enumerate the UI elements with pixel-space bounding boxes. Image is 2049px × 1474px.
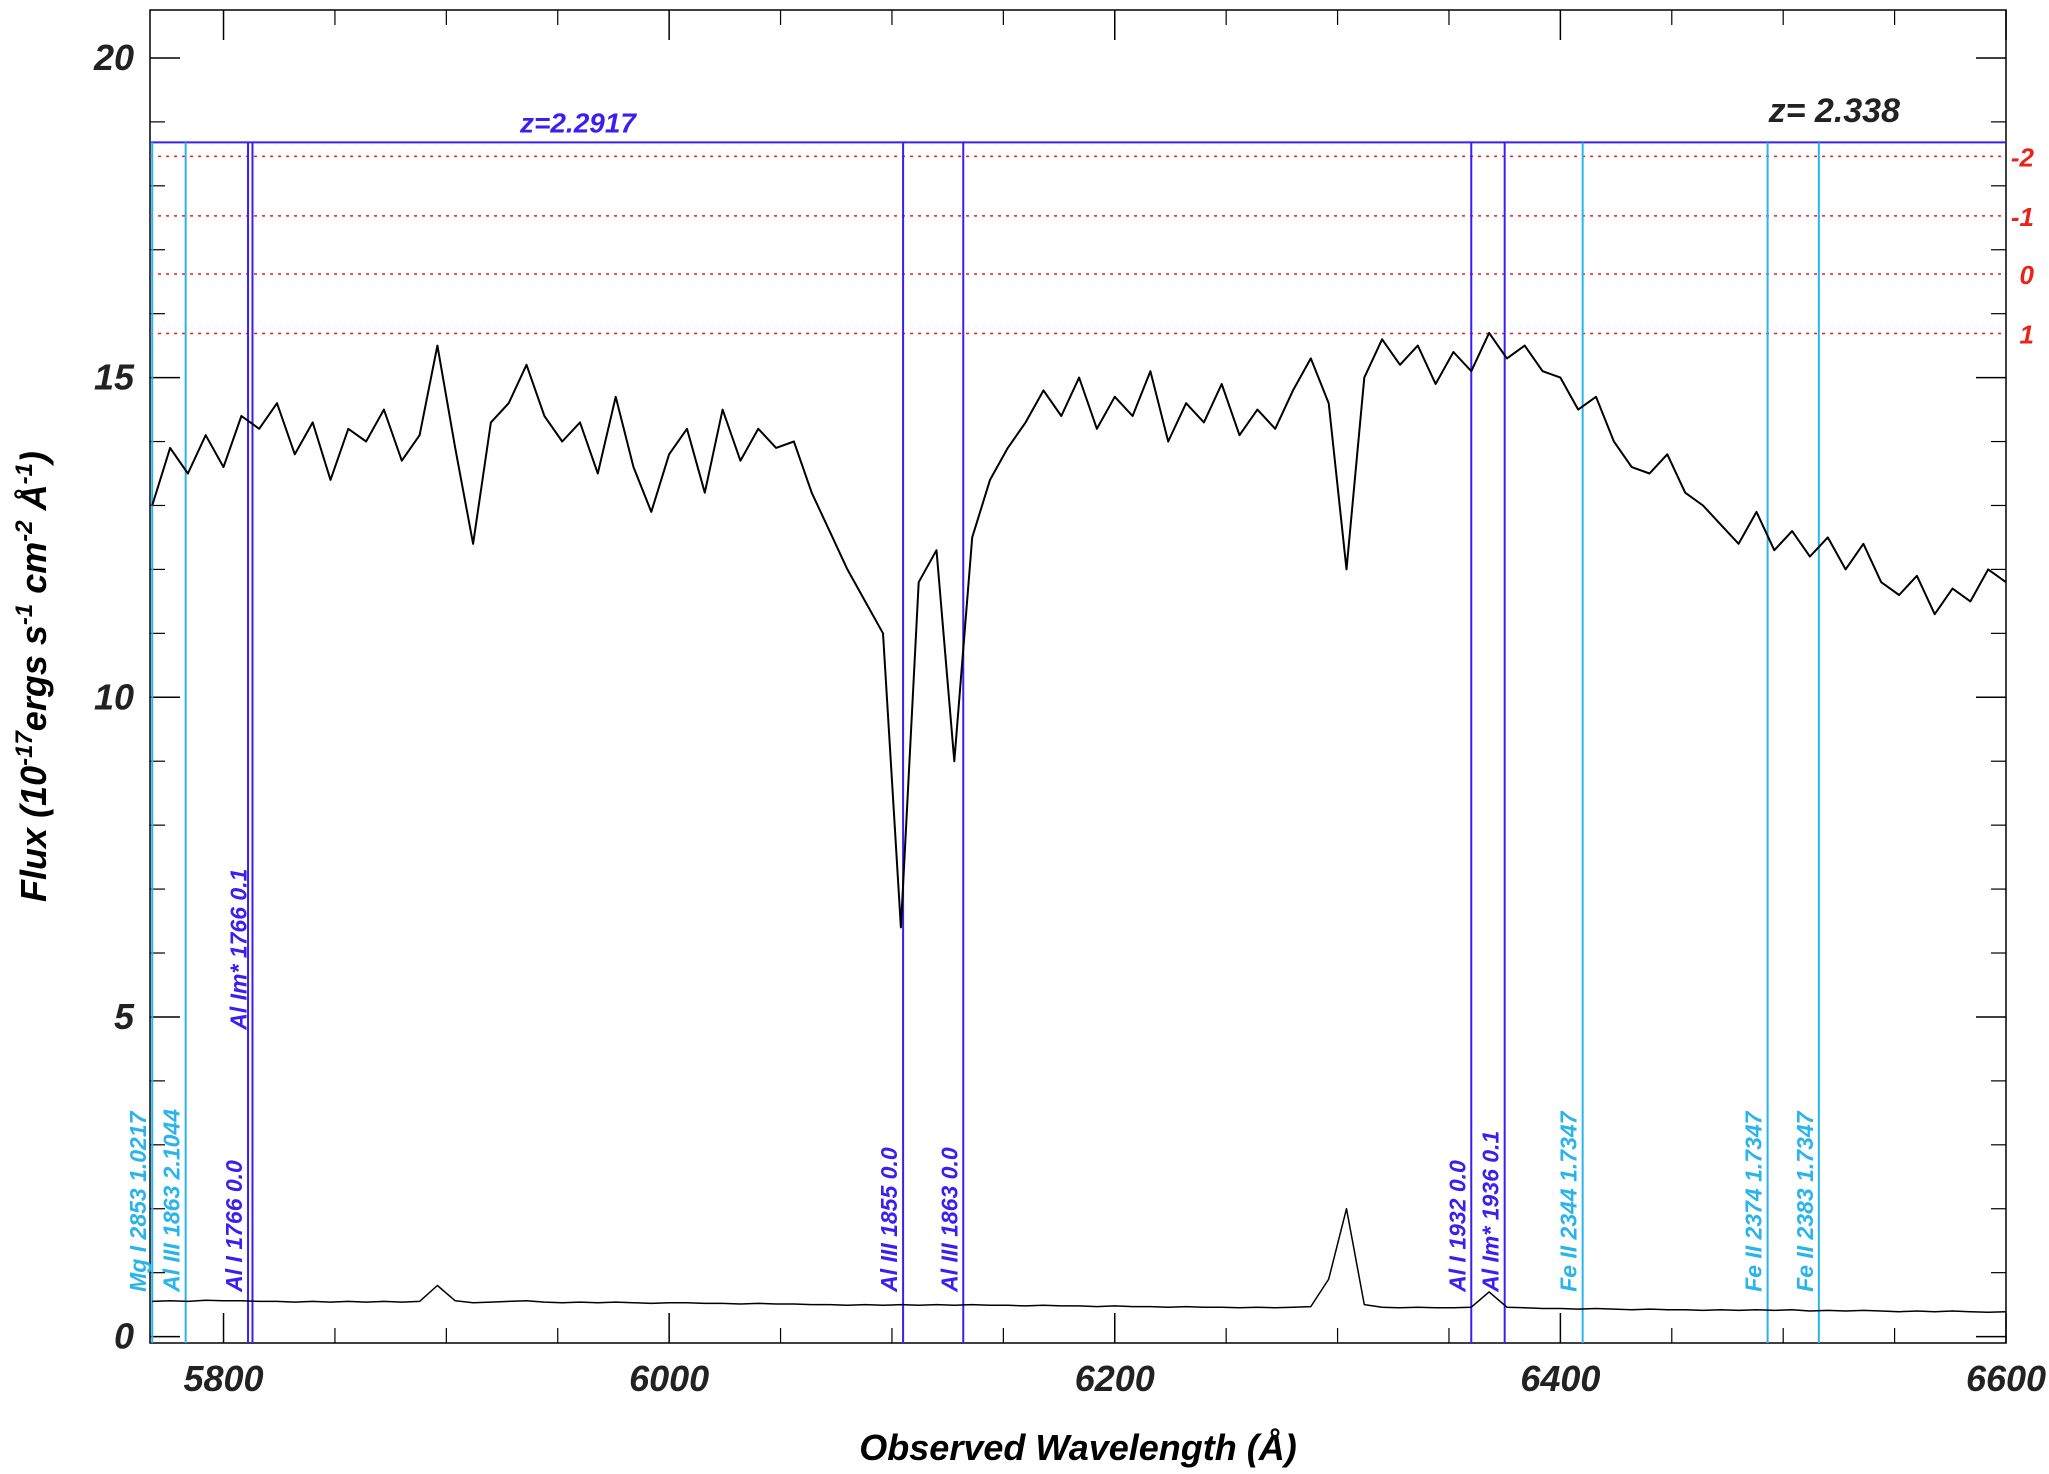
error-spectrum — [152, 1207, 2007, 1314]
plot-frame — [149, 9, 2007, 1344]
x-tick-label: 6200 — [1075, 1358, 1155, 1399]
x-tick-label: 5800 — [183, 1358, 263, 1399]
flux-spectrum — [151, 331, 2007, 929]
line-marker-label: Al III 1855 0.0 — [876, 1147, 902, 1293]
reference-level-label: 1 — [2020, 320, 2034, 350]
y-axis-label-part: ) — [13, 451, 54, 467]
line-marker-label: Al Im* 1766 0.1 — [225, 869, 251, 1031]
x-axis-label: Observed Wavelength (Å) — [859, 1427, 1296, 1468]
y-axis-label-part: cm — [13, 542, 54, 604]
y-axis-label-part: -1 — [11, 604, 38, 625]
y-tick-label: 20 — [93, 37, 134, 78]
reference-level-label: -2 — [2011, 142, 2035, 172]
line-marker-label: Fe II 2374 1.7347 — [1741, 1110, 1767, 1292]
y-tick-label: 10 — [94, 676, 134, 717]
x-tick-label: 6400 — [1520, 1358, 1600, 1399]
y-axis-label-part: -17 — [11, 730, 38, 766]
line-marker-label: Fe II 2383 1.7347 — [1792, 1110, 1818, 1292]
redshift-label: z= 2.338 — [1768, 92, 1900, 130]
y-tick-label: 15 — [94, 357, 135, 398]
line-marker-label: Al I 1932 0.0 — [1444, 1160, 1470, 1293]
reference-level-label: -1 — [2011, 202, 2034, 232]
line-marker-label: Al I 1766 0.0 — [221, 1160, 247, 1293]
y-tick-label: 5 — [114, 996, 135, 1037]
redshift-system-label: z=2.2917 — [519, 107, 637, 138]
y-axis-label-part: ergs s — [13, 625, 54, 731]
line-marker-label: Al III 1863 2.1044 — [159, 1109, 185, 1293]
line-marker-label: Al III 1863 0.0 — [936, 1147, 962, 1293]
y-axis-label-part: Å — [13, 484, 54, 520]
reference-level-label: 0 — [2020, 260, 2035, 290]
y-axis-label-part: -1 — [11, 463, 38, 484]
line-marker-label: Al Im* 1936 0.1 — [1478, 1131, 1504, 1293]
x-tick-label: 6000 — [629, 1358, 709, 1399]
line-marker-label: Fe II 2344 1.7347 — [1556, 1110, 1582, 1292]
line-marker-label: Mg I 2853 1.0217 — [125, 1110, 151, 1291]
y-axis-label-part: -2 — [11, 520, 38, 542]
x-tick-label: 6600 — [1966, 1358, 2046, 1399]
y-tick-label: 0 — [114, 1316, 134, 1357]
y-axis-label-part: Flux (10 — [13, 766, 54, 902]
y-axis-label: Flux (10-17ergs s-1 cm-2 Å-1) — [11, 451, 54, 902]
